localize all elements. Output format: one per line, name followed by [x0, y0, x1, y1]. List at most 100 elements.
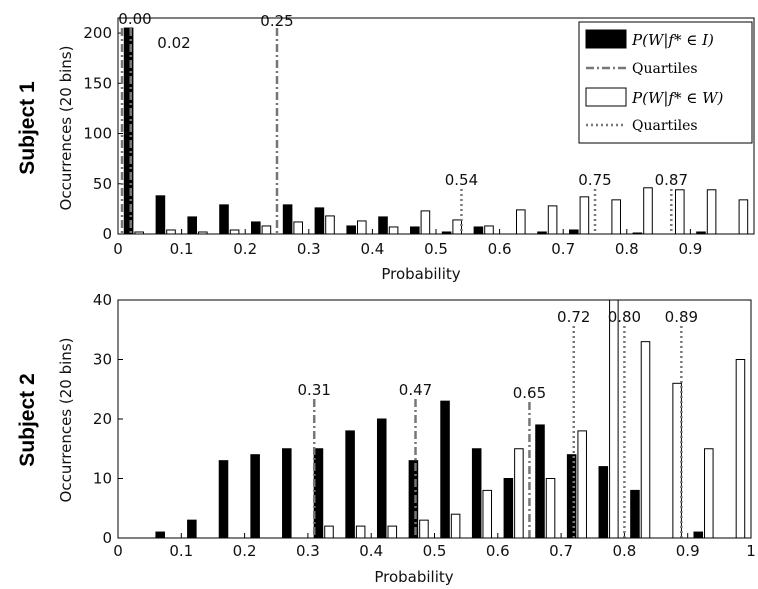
legend-entry-2: P(W|f* ∈ W): [631, 89, 724, 107]
x-tick-label: 0.7: [551, 240, 575, 258]
bar-infection-series: [219, 204, 229, 235]
bar-infection-series: [473, 226, 484, 235]
bar-infection-series: [218, 460, 229, 539]
bar-infection-series: [569, 229, 579, 235]
x-tick-label: 0.5: [424, 240, 448, 258]
bar-infection-series: [313, 448, 324, 539]
x-tick-label: 0.2: [233, 542, 257, 560]
y-tick-label: 50: [93, 175, 112, 193]
bar-wound-series: [450, 513, 461, 539]
x-tick-label: 0.1: [170, 240, 194, 258]
subject-1-x-axis-label: Probability: [381, 265, 460, 283]
bar-wound-series: [577, 430, 587, 539]
bar-wound-series: [738, 199, 749, 235]
subject-2-label: Subject 2: [16, 373, 39, 466]
bar-wound-series: [388, 226, 399, 235]
bar-infection-series: [503, 478, 514, 539]
subject-1-ticks: 0 0.1 0.2 0.3 0.4 0.5 0.6 0.7 0.8 0.9 0 50 100 150 200: [83, 24, 702, 258]
quartile-label: 0.80: [608, 308, 641, 326]
y-tick-label: 20: [93, 410, 112, 428]
bar-infection-series: [378, 216, 388, 235]
bar-infection-series: [155, 195, 166, 235]
legend-filled-swatch: [585, 29, 627, 49]
y-tick-label: 150: [83, 74, 112, 92]
bar-wound-series: [643, 187, 653, 235]
x-tick-label: 0.2: [233, 240, 257, 258]
x-tick-label: 0.1: [169, 542, 193, 560]
x-tick-label: 0.3: [297, 240, 321, 258]
x-tick-label: 0.6: [488, 240, 512, 258]
bar-infection-series: [314, 207, 325, 235]
bar-infection-series: [346, 225, 357, 235]
bar-wound-series: [357, 220, 367, 235]
x-tick-label: 1: [746, 542, 756, 560]
x-tick-label: 0: [113, 542, 123, 560]
subject-1-plot-frame: [117, 17, 755, 235]
bar-infection-series: [376, 418, 387, 539]
bar-wound-series: [640, 341, 651, 539]
quartile-label: 0.89: [665, 308, 698, 326]
bar-wound-series: [545, 478, 556, 539]
bar-wound-series: [547, 205, 558, 235]
bar-wound-series: [579, 196, 590, 235]
bar-wound-series: [261, 225, 272, 235]
y-tick-label: 10: [93, 470, 112, 488]
bar-wound-series: [293, 221, 303, 235]
subject-1-quartiles: 0.00 0.02 0.25 0.54 0.75 0.87: [118, 10, 688, 234]
quartile-label: 0.54: [445, 171, 478, 189]
quartile-label: 0.87: [655, 171, 688, 189]
legend-entry-1: Quartiles: [632, 61, 698, 77]
bar-infection-series: [471, 448, 482, 539]
bar-wound-series: [484, 225, 494, 235]
x-tick-label: 0.7: [549, 542, 573, 560]
subject-1-panel: Subject 1 Occurrences (20 bins) Probabil…: [16, 10, 755, 283]
bar-wound-series: [166, 229, 176, 235]
bar-wound-series: [514, 448, 524, 539]
quartile-label: 0.25: [260, 12, 293, 30]
bar-wound-series: [704, 448, 714, 539]
x-tick-label: 0.4: [360, 240, 384, 258]
bar-wound-series: [482, 489, 493, 539]
legend-entry-0: P(W|f* ∈ I): [631, 31, 714, 49]
bar-infection-series: [187, 519, 197, 539]
quartile-label: 0.47: [399, 381, 432, 399]
bar-wound-series: [611, 199, 621, 235]
bar-wound-series: [419, 519, 429, 539]
legend: P(W|f* ∈ I) Quartiles P(W|f* ∈ W) Quarti…: [578, 21, 753, 144]
y-tick-label: 0: [102, 529, 112, 547]
bar-infection-series: [155, 531, 165, 539]
bar-infection-series: [282, 448, 292, 539]
bar-infection-series: [535, 424, 545, 539]
x-tick-label: 0.3: [296, 542, 320, 560]
bar-wound-series: [355, 525, 366, 539]
quartile-label: 0.72: [557, 308, 590, 326]
bar-infection-series: [598, 466, 609, 539]
bar-wound-series: [516, 209, 526, 235]
quartile-label: 0.31: [298, 381, 331, 399]
subject-2-plot-frame: [117, 299, 752, 539]
quartile-label: 0.65: [513, 384, 546, 402]
y-tick-label: 0: [102, 225, 112, 243]
x-tick-label: 0.8: [612, 542, 636, 560]
subject-2-x-axis-label: Probability: [374, 568, 453, 586]
bar-infection-series: [345, 430, 355, 539]
legend-open-swatch: [585, 87, 627, 107]
x-tick-label: 0.8: [615, 240, 639, 258]
x-tick-label: 0.5: [423, 542, 447, 560]
bar-infection-series: [187, 216, 198, 235]
bar-wound-series: [229, 229, 240, 235]
legend-entry-3: Quartiles: [632, 118, 698, 134]
subject-2-bars: [155, 299, 746, 539]
subject-1-y-axis-label: Occurrences (20 bins): [57, 46, 75, 211]
bar-wound-series: [735, 359, 746, 539]
bar-wound-series: [675, 189, 685, 235]
bar-wound-series: [325, 215, 335, 235]
y-tick-label: 40: [93, 291, 112, 309]
bar-infection-series: [410, 226, 420, 235]
quartile-label: 0.00: [118, 10, 151, 28]
subject-2-y-axis-label: Occurrences (20 bins): [57, 338, 75, 503]
subject-1-label: Subject 1: [16, 81, 39, 175]
quartile-label: 0.75: [578, 171, 611, 189]
subject-2-quartiles: 0.31 0.47 0.65 0.72 0.80 0.89: [298, 308, 698, 538]
